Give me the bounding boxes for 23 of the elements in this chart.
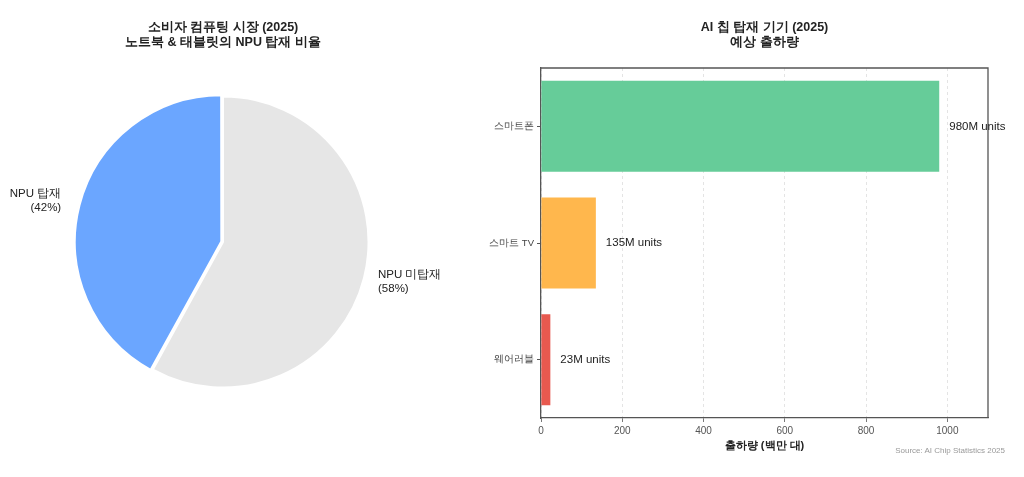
slice-label: NPU 미탑재 [378,267,442,280]
chart-title: 소비자 컴퓨팅 시장 (2025) 노트북 & 태블릿의 NPU 탑재 비율 [125,20,321,50]
source-note: Source: AI Chip Statistics 2025 [895,446,1006,456]
bar [541,197,596,289]
chart-title: AI 칩 탑재 기기 (2025) 예상 출하량 [700,20,829,50]
slice-label: NPU 탑재 [9,186,62,199]
x-tick-label: 800 [857,424,875,436]
data-label: 980M units [949,119,1006,132]
y-tick-label: 스마트 TV [489,236,535,248]
y-tick-label: 웨어러블 [494,353,534,365]
x-tick-label: 0 [538,424,545,436]
data-label: 135M units [605,236,663,249]
x-tick-label: 1000 [936,424,959,436]
x-tick-label: 600 [776,424,794,436]
bar [541,80,940,172]
data-label: 23M units [560,352,611,365]
x-tick-label: 200 [613,424,632,436]
x-tick-label: 400 [695,424,713,436]
y-tick-label: 스마트폰 [494,119,534,131]
data-label: (58%) [378,281,409,294]
x-axis-title: 출하량 (백만 대) [724,439,805,452]
data-label: (42%) [30,200,62,213]
bar [541,314,551,406]
